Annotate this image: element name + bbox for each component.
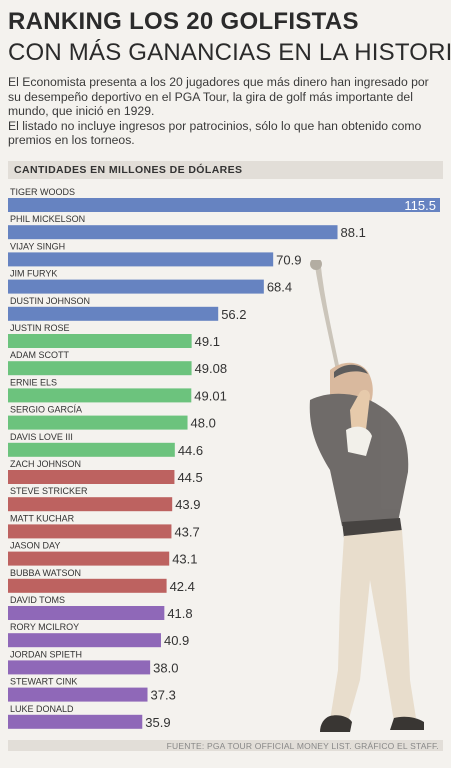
category-label: JIM FURYK — [10, 269, 57, 279]
footer-band — [8, 740, 443, 751]
value-label: 49.01 — [194, 388, 227, 403]
value-label: 43.1 — [172, 552, 197, 567]
bar — [8, 660, 151, 675]
bar — [8, 442, 175, 457]
value-label: 44.5 — [177, 470, 202, 485]
category-label: RORY MCILROY — [10, 622, 79, 632]
bar — [8, 524, 172, 539]
category-label: DAVIS LOVE III — [10, 432, 73, 442]
category-label: DUSTIN JOHNSON — [10, 296, 90, 306]
value-label: 88.1 — [341, 225, 366, 240]
category-label: BUBBA WATSON — [10, 568, 81, 578]
value-label: 38.0 — [153, 660, 178, 675]
units-label: CANTIDADES EN MILLONES DE DÓLARES — [14, 164, 243, 176]
bar — [8, 306, 219, 321]
bar — [8, 252, 274, 267]
golfer-illustration — [309, 260, 424, 732]
category-label: DAVID TOMS — [10, 595, 65, 605]
bar — [8, 633, 161, 648]
value-label: 40.9 — [164, 633, 189, 648]
value-label: 37.3 — [151, 688, 176, 703]
bar — [8, 578, 167, 593]
value-label: 68.4 — [267, 280, 292, 295]
bar — [8, 606, 165, 620]
source-note: FUENTE: PGA TOUR OFFICIAL MONEY LIST. GR… — [166, 741, 439, 751]
bar — [8, 687, 148, 702]
bar — [8, 415, 188, 430]
category-label: STEWART CINK — [10, 677, 77, 687]
value-label: 115.5 — [404, 198, 436, 213]
bar — [8, 497, 173, 512]
bar — [8, 279, 264, 294]
category-label: LUKE DONALD — [10, 704, 74, 714]
category-label: ERNIE ELS — [10, 377, 57, 387]
bar — [8, 388, 192, 403]
value-label: 56.2 — [221, 307, 246, 322]
value-label: 42.4 — [170, 579, 195, 594]
category-label: ZACH JOHNSON — [10, 459, 81, 469]
intro-paragraph-2: El listado no incluye ingresos por patro… — [8, 118, 422, 148]
value-label: 48.0 — [191, 416, 216, 431]
value-label: 43.7 — [174, 524, 199, 539]
bar — [8, 198, 440, 212]
value-label: 44.6 — [178, 443, 203, 458]
units-banner: CANTIDADES EN MILLONES DE DÓLARES — [8, 161, 443, 179]
intro-text: El Economista presenta a los 20 jugadore… — [8, 75, 444, 148]
category-label: STEVE STRICKER — [10, 486, 88, 496]
category-label: ADAM SCOTT — [10, 350, 70, 360]
bar — [8, 551, 170, 566]
category-label: JUSTIN ROSE — [10, 323, 70, 333]
category-label: PHIL MICKELSON — [10, 214, 85, 224]
value-label: 43.9 — [175, 497, 200, 512]
category-label: JASON DAY — [10, 541, 60, 551]
category-label: JORDAN SPIETH — [10, 649, 82, 659]
value-label: 49.1 — [195, 334, 220, 349]
value-label: 49.08 — [195, 361, 228, 376]
category-label: MATT KUCHAR — [10, 513, 75, 523]
value-label: 70.9 — [276, 252, 301, 267]
category-label: VIJAY SINGH — [10, 241, 65, 251]
bar — [8, 714, 143, 729]
intro-paragraph-1: El Economista presenta a los 20 jugadore… — [8, 75, 429, 119]
bar — [8, 361, 192, 376]
page-title: RANKING LOS 20 GOLFISTAS — [8, 8, 359, 35]
category-label: SERGIO GARCÍA — [10, 405, 82, 415]
value-label: 35.9 — [145, 715, 170, 730]
category-label: TIGER WOODS — [10, 187, 75, 197]
bar — [8, 225, 338, 240]
bar — [8, 470, 175, 484]
bar — [8, 334, 192, 348]
page-subtitle: CON MÁS GANANCIAS EN LA HISTORIA — [8, 39, 451, 66]
value-label: 41.8 — [167, 606, 192, 621]
